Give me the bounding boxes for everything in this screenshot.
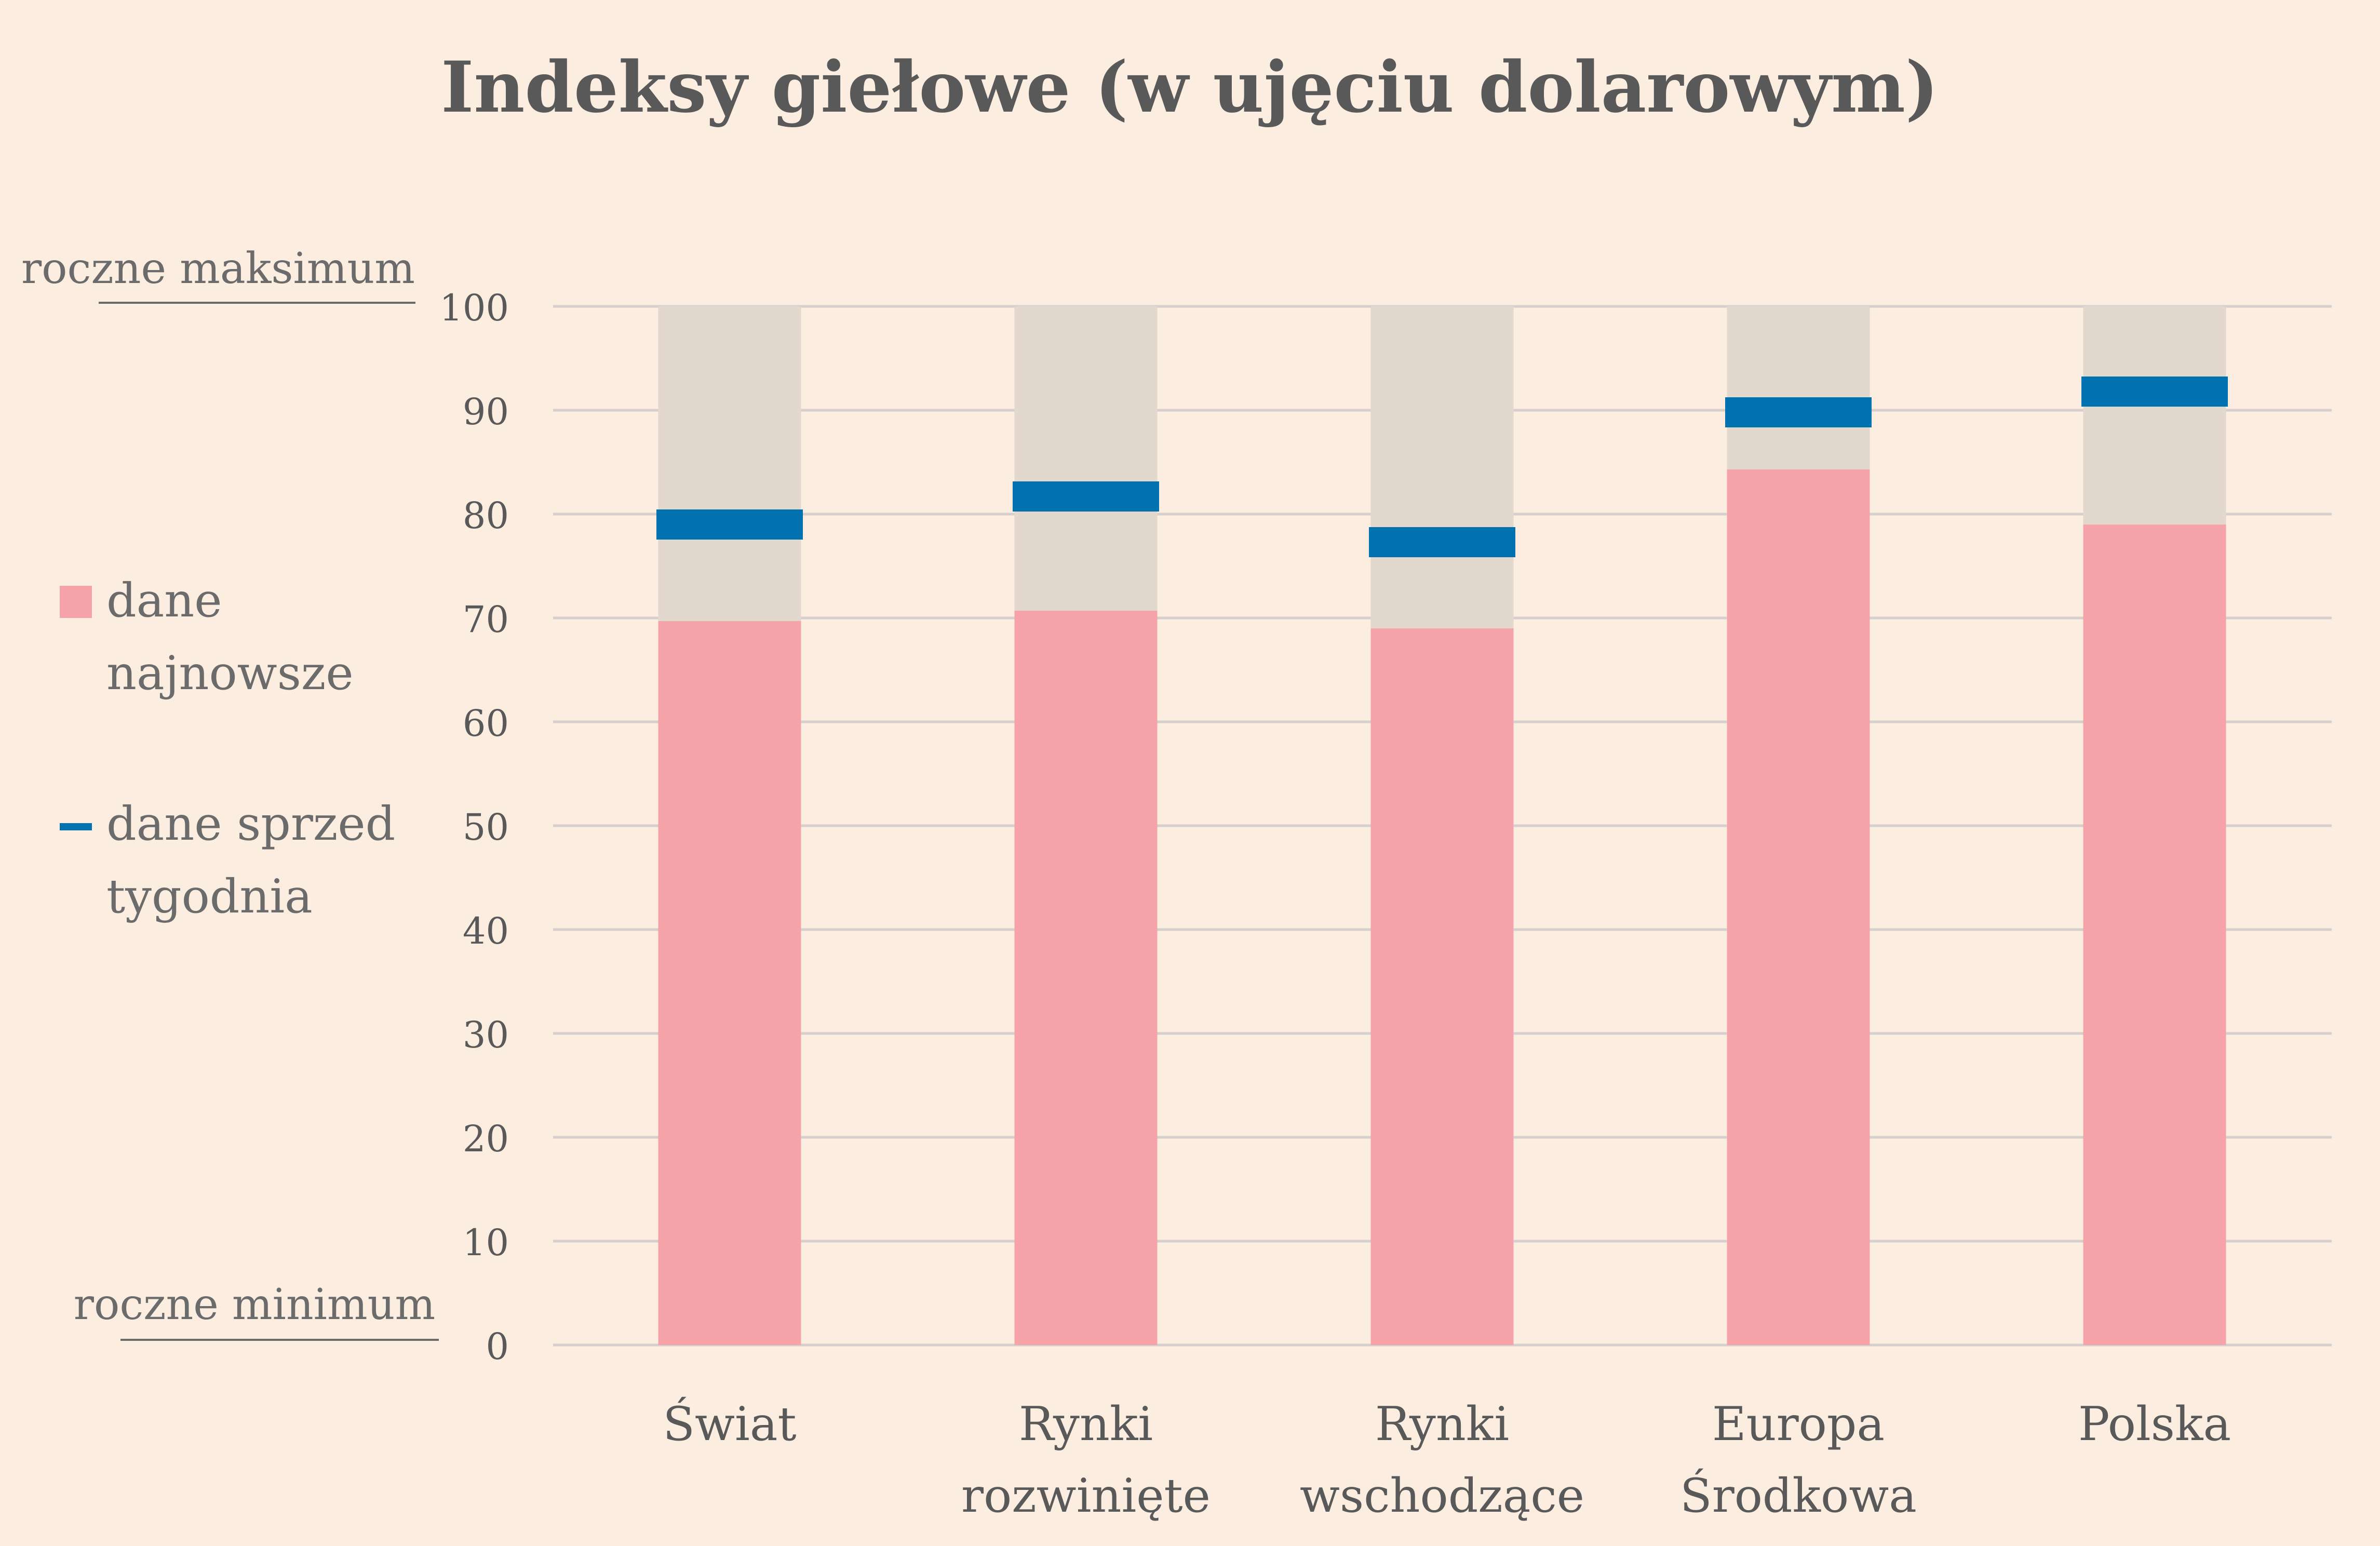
annual-max-label: roczne maksimum — [21, 244, 415, 293]
legend: dane najnowsze dane sprzed tygodnia — [60, 573, 395, 924]
latest-bar-0 — [658, 621, 801, 1345]
latest-bar-3 — [1727, 469, 1870, 1345]
category-label-3-0: Europa — [1712, 1397, 1885, 1451]
y-tick-label-20: 20 — [463, 1118, 509, 1160]
week-ago-marker-0 — [656, 509, 803, 540]
category-label-2-0: Rynki — [1375, 1397, 1509, 1451]
week-ago-markers — [656, 377, 2228, 557]
chart-title: Indeksy giełowe (w ujęciu dolarowym) — [441, 46, 1939, 128]
week-ago-marker-3 — [1725, 397, 1872, 427]
category-label-1-1: rozwinięte — [961, 1469, 1211, 1523]
y-tick-label-30: 30 — [463, 1014, 509, 1056]
legend-label-latest-line2: najnowsze — [106, 646, 354, 701]
week-ago-marker-4 — [2081, 377, 2228, 407]
y-tick-label-80: 80 — [463, 494, 509, 537]
y-tick-label-70: 70 — [463, 598, 509, 641]
annual-min-label: roczne minimum — [74, 1280, 435, 1329]
category-labels: Świat Rynki rozwinięte Rynki wschodzące Europ… — [663, 1396, 2231, 1523]
category-label-2-1: wschodzące — [1300, 1469, 1584, 1523]
legend-swatch-week-ago — [60, 823, 92, 830]
category-label-4-0: Polska — [2078, 1397, 2231, 1451]
y-tick-labels: 0 10 20 30 40 50 60 70 80 90 100 — [439, 287, 509, 1368]
latest-bar-1 — [1014, 611, 1158, 1345]
y-tick-label-10: 10 — [463, 1221, 509, 1264]
y-tick-label-90: 90 — [463, 391, 509, 433]
category-label-3-1: Środkowa — [1680, 1468, 1917, 1523]
legend-label-latest-line1: dane — [106, 573, 222, 628]
y-tick-label-100: 100 — [439, 287, 509, 329]
category-label-1-0: Rynki — [1019, 1397, 1153, 1451]
y-tick-label-40: 40 — [463, 910, 509, 952]
week-ago-marker-2 — [1369, 527, 1515, 557]
legend-label-week-ago-line1: dane sprzed — [106, 797, 395, 851]
latest-bar-4 — [2083, 525, 2226, 1345]
y-tick-label-50: 50 — [463, 806, 509, 849]
week-ago-marker-1 — [1013, 481, 1159, 512]
latest-bars — [658, 469, 2226, 1345]
legend-swatch-latest — [60, 586, 92, 618]
y-tick-label-60: 60 — [463, 702, 509, 745]
latest-bar-2 — [1370, 628, 1514, 1345]
legend-label-week-ago-line2: tygodnia — [106, 869, 313, 924]
y-tick-label-0: 0 — [486, 1325, 509, 1368]
category-label-0-0: Świat — [663, 1396, 796, 1451]
